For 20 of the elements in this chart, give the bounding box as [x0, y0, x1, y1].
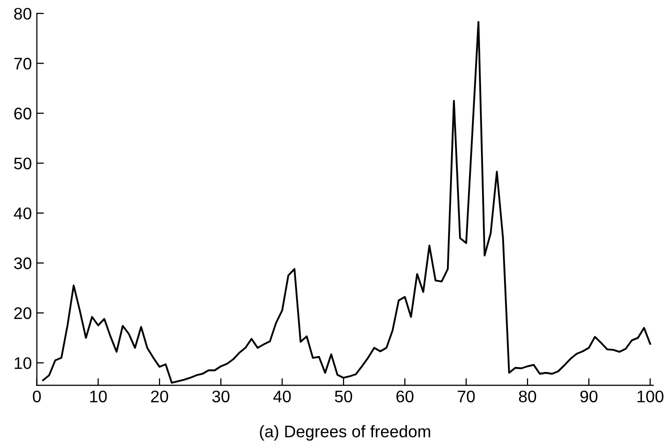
x-tick-label: 10 — [90, 390, 107, 402]
y-tick-label: 60 — [14, 108, 32, 120]
x-tick-label: 40 — [273, 390, 291, 402]
y-tick-label: 30 — [14, 257, 32, 270]
x-tick-label: 20 — [151, 390, 168, 402]
x-tick-label: 90 — [580, 390, 598, 402]
x-tick-label: 50 — [334, 390, 352, 402]
y-tick-label: 80 — [14, 8, 32, 20]
y-tick-label: 20 — [14, 307, 32, 320]
x-axis-title: (a) Degrees of freedom — [260, 425, 430, 441]
x-tick-label: 100 — [638, 390, 664, 402]
y-tick-label: 70 — [14, 58, 32, 70]
y-tick-label: 50 — [14, 158, 32, 170]
y-tick-label: 10 — [14, 357, 32, 370]
y-tick-label: 40 — [14, 207, 32, 220]
x-tick-label: 30 — [212, 390, 230, 402]
x-tick-label: 0 — [32, 390, 41, 402]
x-tick-label: 80 — [518, 390, 536, 402]
x-tick-label: 70 — [458, 390, 475, 402]
x-tick-label: 60 — [396, 390, 414, 402]
